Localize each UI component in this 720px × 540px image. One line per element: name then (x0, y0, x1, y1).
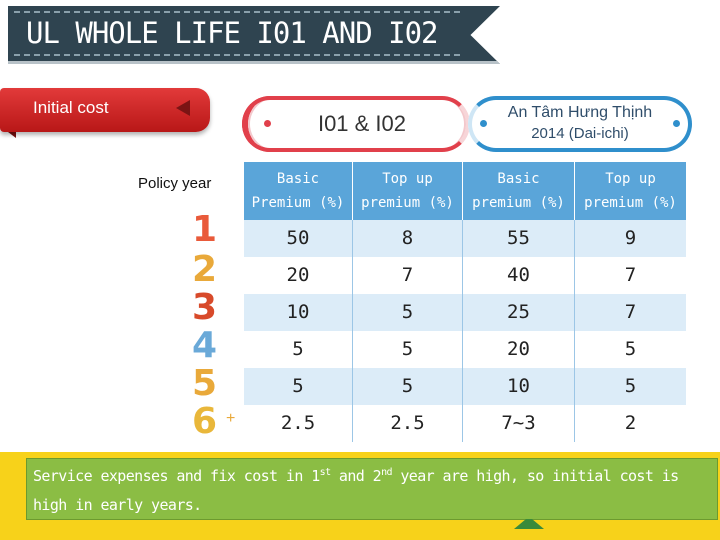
ribbon-label: Initial cost (33, 98, 109, 117)
product-pill-dai-ichi: An Tâm Hưng Thịnh 2014 (Dai-ichi) (468, 96, 692, 152)
pill-label: I01 & I02 (317, 111, 407, 136)
ribbon-body (0, 88, 210, 132)
column-header: Basic Premium (%) (244, 162, 352, 220)
table-cell: 9 (575, 220, 686, 257)
product-pill-i01-i02: I01 & I02 (242, 96, 470, 152)
table-cell: 2.5 (244, 405, 352, 442)
table-cell: 5 (244, 331, 352, 368)
table-cell: 5 (353, 331, 462, 368)
table-cell: 20 (244, 257, 352, 294)
pill-label-line2: 2014 (Dai-ichi) (531, 125, 629, 142)
table-cell: 7~3 (463, 405, 574, 442)
table-cell: 25 (463, 294, 574, 331)
pill-label-line1: An Tâm Hưng Thịnh (507, 104, 653, 121)
table-cell: 8 (353, 220, 462, 257)
table-cell: 5 (244, 368, 352, 405)
year-number: 5 (192, 363, 218, 404)
dot-icon (264, 120, 271, 127)
table-cell: 10 (463, 368, 574, 405)
column-header: Top up premium (%) (575, 162, 686, 220)
decorative-shape (514, 519, 544, 529)
column-divider (352, 220, 353, 442)
year-number: 1 (192, 209, 218, 250)
page-title: UL WHOLE LIFE I01 AND I02 (26, 16, 438, 50)
table-cell: 50 (244, 220, 352, 257)
title-banner (8, 6, 500, 64)
column-divider (462, 220, 463, 442)
note-box: Service expenses and fix cost in 1st and… (26, 458, 718, 520)
table-cell: 5 (575, 331, 686, 368)
initial-cost-ribbon: Initial cost (0, 86, 214, 138)
table-cell: 5 (353, 294, 462, 331)
table-cell: 55 (463, 220, 574, 257)
table-cell: 5 (575, 368, 686, 405)
dot-icon (480, 120, 487, 127)
year-number: 2 (192, 249, 218, 290)
column-header: Top up premium (%) (353, 162, 462, 220)
table-cell: 7 (575, 294, 686, 331)
table-cell: 2.5 (353, 405, 462, 442)
year-number: 3 (192, 287, 218, 328)
arrow-left-icon (176, 100, 190, 116)
table-cell: 2 (575, 405, 686, 442)
table-cell: 7 (353, 257, 462, 294)
table-cell: 10 (244, 294, 352, 331)
dot-icon (673, 120, 680, 127)
table-cell: 7 (575, 257, 686, 294)
table-cell: 40 (463, 257, 574, 294)
table-cell: 20 (463, 331, 574, 368)
table-cell: 5 (353, 368, 462, 405)
title-stitch-border (14, 11, 460, 56)
column-header: Basic premium (%) (463, 162, 574, 220)
year-number: 6 (192, 401, 218, 442)
note-text: Service expenses and fix cost in 1st and… (33, 467, 679, 514)
pill-ring (468, 96, 692, 152)
year-plus-sign: + (226, 410, 236, 427)
column-divider (574, 220, 575, 442)
year-number: 4 (192, 325, 218, 366)
policy-year-label: Policy year (138, 175, 212, 192)
